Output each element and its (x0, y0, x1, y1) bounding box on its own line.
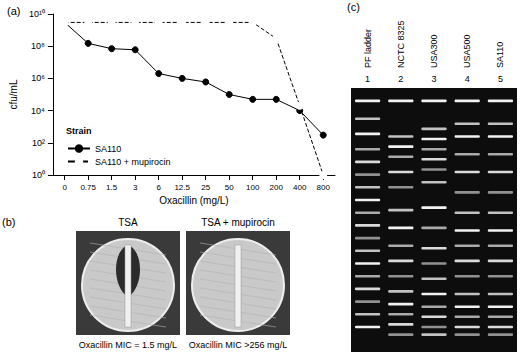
svg-text:(a): (a) (7, 5, 20, 17)
svg-text:3: 3 (133, 183, 138, 192)
svg-text:0: 0 (62, 183, 67, 192)
svg-text:1: 1 (365, 74, 370, 84)
svg-text:2: 2 (398, 74, 403, 84)
svg-text:SA110: SA110 (495, 42, 505, 68)
svg-text:SA110: SA110 (95, 144, 121, 154)
svg-text:4: 4 (465, 74, 470, 84)
svg-text:Oxacillin MIC >256 mg/L: Oxacillin MIC >256 mg/L (189, 340, 287, 350)
svg-text:Strain: Strain (66, 126, 92, 136)
svg-text:25: 25 (201, 183, 210, 192)
svg-text:TSA + mupirocin: TSA + mupirocin (201, 217, 275, 228)
svg-text:PF ladder: PF ladder (363, 29, 373, 68)
svg-text:0.75: 0.75 (80, 183, 96, 192)
svg-text:200: 200 (270, 183, 284, 192)
svg-text:10⁶: 10⁶ (31, 73, 45, 83)
svg-text:1.5: 1.5 (106, 183, 118, 192)
svg-text:400: 400 (293, 183, 307, 192)
svg-text:10⁴: 10⁴ (31, 106, 45, 116)
svg-text:6: 6 (156, 183, 161, 192)
svg-text:5: 5 (498, 74, 503, 84)
svg-text:TSA: TSA (118, 217, 138, 228)
svg-text:800: 800 (317, 183, 331, 192)
svg-text:100: 100 (246, 183, 260, 192)
svg-text:50: 50 (225, 183, 234, 192)
svg-text:(c): (c) (347, 1, 360, 13)
svg-text:Oxacillin (mg/L): Oxacillin (mg/L) (159, 195, 228, 206)
svg-text:(b): (b) (2, 216, 15, 228)
svg-text:10²: 10² (32, 138, 45, 148)
svg-text:10⁰: 10⁰ (32, 170, 45, 180)
svg-text:USA500: USA500 (462, 34, 472, 68)
svg-text:10¹⁰: 10¹⁰ (29, 9, 45, 19)
svg-text:SA110 + mupirocin: SA110 + mupirocin (95, 157, 171, 167)
svg-text:12.5: 12.5 (174, 183, 190, 192)
svg-text:USA300: USA300 (429, 34, 439, 68)
svg-text:3: 3 (431, 74, 436, 84)
svg-text:cfu/mL: cfu/mL (8, 79, 19, 109)
svg-text:NCTC 8325: NCTC 8325 (396, 20, 406, 68)
svg-text:10⁸: 10⁸ (31, 41, 45, 51)
svg-text:Oxacillin MIC = 1.5 mg/L: Oxacillin MIC = 1.5 mg/L (79, 340, 177, 350)
